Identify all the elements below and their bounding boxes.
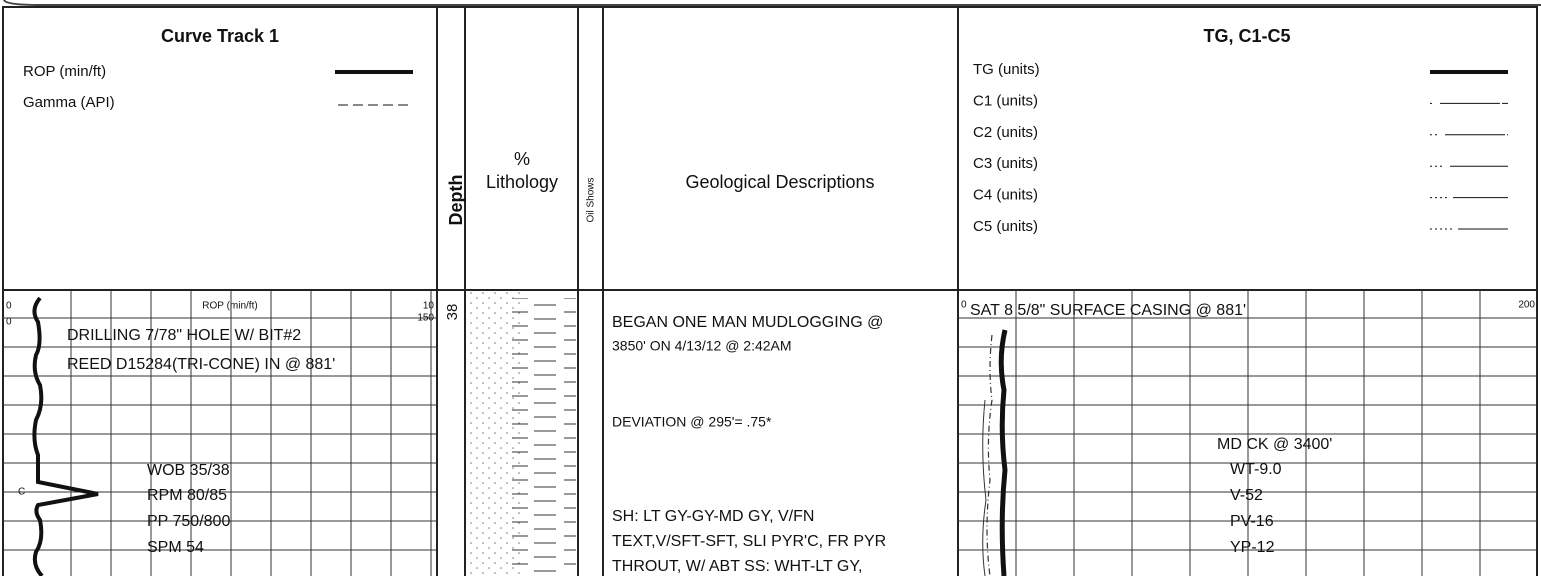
- shale-pattern: [512, 298, 576, 576]
- oil-shows-title: Oil Shows: [586, 177, 597, 222]
- lithology-percent: %: [514, 149, 530, 169]
- note: V-52: [1230, 487, 1263, 504]
- description: DEVIATION @ 295'= .75*: [612, 414, 772, 430]
- note: WOB 35/38: [147, 462, 230, 479]
- track-title: TG, C1-C5: [1203, 26, 1290, 46]
- scale-left: 0: [6, 301, 12, 312]
- lithology-title: Lithology: [486, 172, 558, 192]
- description: TEXT,V/SFT-SFT, SLI PYR'C, FR PYR: [612, 533, 886, 550]
- grid: [3, 290, 1537, 576]
- depth-title: Depth: [446, 175, 466, 226]
- note: RPM 80/85: [147, 487, 227, 504]
- c2-curve: [982, 399, 987, 576]
- note: MD CK @ 3400': [1217, 436, 1332, 453]
- frame: [2, 6, 1538, 576]
- geological-title: Geological Descriptions: [685, 172, 874, 192]
- track-title: Curve Track 1: [161, 26, 279, 46]
- note: YP-12: [1230, 539, 1275, 556]
- note: DRILLING 7/78" HOLE W/ BIT#2: [67, 327, 301, 344]
- legend-label: C1 (units): [973, 92, 1038, 109]
- gas-legend: TG (units) C1 (units) C2 (units) C3 (units)…: [973, 61, 1508, 235]
- note: PV-16: [1230, 513, 1274, 530]
- scale-right: 200: [1518, 300, 1535, 311]
- description: THROUT, W/ ABT SS: WHT-LT GY,: [612, 558, 862, 575]
- scale-right: 150: [417, 313, 434, 324]
- note: REED D15284(TRI-CONE) IN @ 881': [67, 356, 335, 373]
- legend-label: Gamma (API): [23, 94, 115, 111]
- legend-label: ROP (min/ft): [23, 63, 106, 80]
- note: SPM 54: [147, 539, 204, 556]
- frame-top: [3, 0, 1541, 6]
- description: BEGAN ONE MAN MUDLOGGING @: [612, 314, 883, 331]
- note: WT-9.0: [1230, 461, 1282, 478]
- description: SH: LT GY-GY-MD GY, V/FN: [612, 508, 814, 525]
- description: 3850' ON 4/13/12 @ 2:42AM: [612, 338, 792, 354]
- legend-label: C5 (units): [973, 218, 1038, 235]
- legend-label: C2 (units): [973, 124, 1038, 141]
- scale-label: ROP (min/ft): [202, 301, 257, 312]
- legend-label: C4 (units): [973, 187, 1038, 204]
- scale-left: 0: [961, 300, 967, 311]
- depth-label: 38: [444, 304, 461, 321]
- legend-label: C3 (units): [973, 155, 1038, 172]
- rop-curve: [32, 296, 99, 576]
- note: PP 750/800: [147, 513, 230, 530]
- legend-label: TG (units): [973, 61, 1040, 78]
- scale-left: 0: [6, 317, 12, 328]
- c1-curve: [986, 334, 993, 576]
- curve-marker: C: [18, 487, 25, 498]
- tg-curve: [998, 329, 1008, 576]
- note: SAT 8 5/8" SURFACE CASING @ 881': [970, 302, 1246, 319]
- scale-right: 10: [423, 301, 435, 312]
- body-text: 0 0 ROP (min/ft) 10 150 C DRILLING 7/78"…: [6, 300, 1535, 576]
